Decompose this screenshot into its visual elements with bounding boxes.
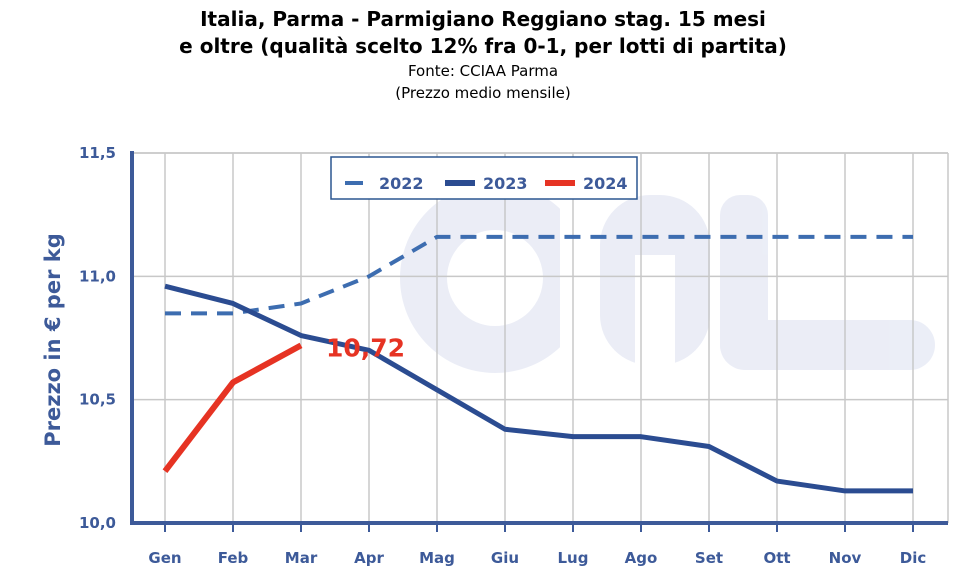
x-tick-label: Giu [491,549,519,567]
x-tick-label: Lug [558,549,589,567]
x-tick-label: Ago [625,549,658,567]
chart-source: Fonte: CCIAA Parma [407,62,559,80]
legend-label-2023: 2023 [483,174,528,193]
chart-title-line1: Italia, Parma - Parmigiano Reggiano stag… [200,7,766,31]
x-tick-label: Apr [354,549,384,567]
x-tick-label: Nov [829,549,862,567]
series-line-2023 [164,283,913,494]
y-tick-label: 10,0 [79,514,116,532]
value-annotation: 10,72 [326,333,405,362]
chart-subtitle: (Prezzo medio mensile) [395,84,571,102]
y-tick-label: 10,5 [79,391,116,409]
x-tick-label: Gen [148,549,181,567]
series-line-2022 [165,234,913,316]
y-tick-label: 11,0 [79,267,116,285]
chart-titles: Italia, Parma - Parmigiano Reggiano stag… [0,6,966,104]
legend: 2022 2023 2024 [330,156,638,200]
x-tick-label: Mag [419,549,455,567]
chart-title-line2: e oltre (qualità scelto 12% fra 0-1, per… [179,34,787,58]
legend-label-2024: 2024 [583,174,628,193]
y-tick-label: 11,5 [79,144,116,162]
y-axis-label: Prezzo in € per kg [41,233,65,447]
clal-watermark [400,183,935,373]
x-tick-label: Ott [763,549,790,567]
x-tick-label: Set [695,549,723,567]
x-tick-label: Dic [900,549,926,567]
legend-label-2022: 2022 [379,174,424,193]
x-tick-label: Mar [285,549,318,567]
x-tick-label: Feb [218,549,249,567]
